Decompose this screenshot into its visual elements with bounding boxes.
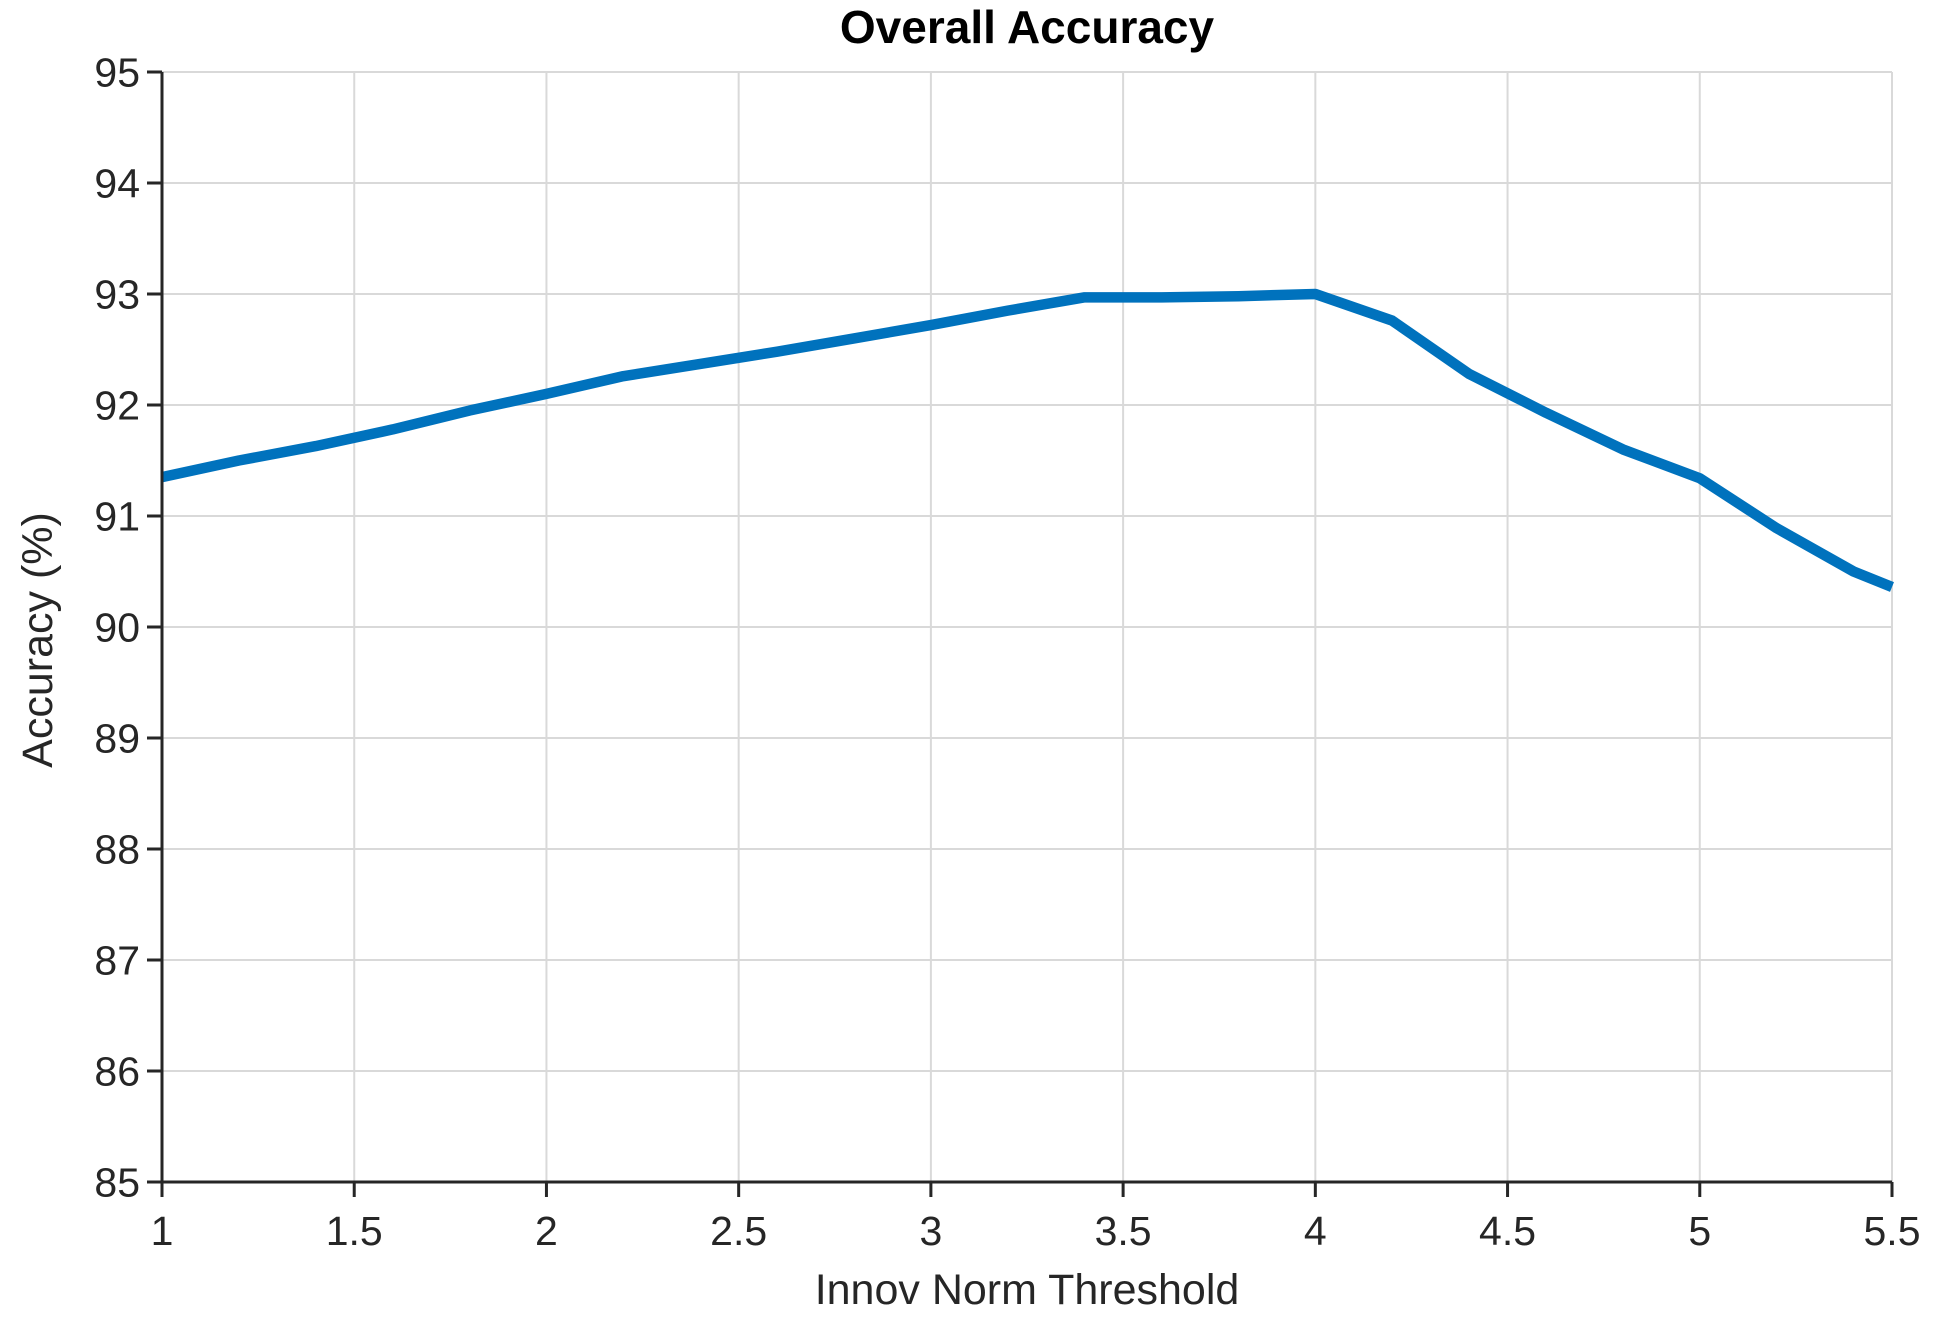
x-tick-label: 4.5 (1479, 1208, 1536, 1254)
x-tick-label: 1 (151, 1208, 174, 1254)
y-tick-label: 89 (94, 715, 140, 761)
y-axis-label: Accuracy (%) (14, 512, 62, 768)
accuracy-line (160, 288, 1894, 592)
y-tick-label: 86 (94, 1048, 140, 1094)
chart-title: Overall Accuracy (839, 1, 1215, 53)
y-tick-label: 88 (94, 826, 140, 872)
y-tick-label: 93 (94, 271, 140, 317)
y-tick-label: 94 (94, 160, 140, 206)
y-tick-label: 95 (94, 49, 140, 95)
x-tick-label: 2.5 (710, 1208, 767, 1254)
x-tick-label: 3.5 (1095, 1208, 1152, 1254)
x-tick-label: 5.5 (1864, 1208, 1921, 1254)
y-tick-label: 91 (94, 493, 140, 539)
x-tick-label: 5 (1688, 1208, 1711, 1254)
y-tick-label: 85 (94, 1159, 140, 1205)
x-tick-label: 2 (535, 1208, 558, 1254)
x-tick-label: 3 (919, 1208, 942, 1254)
x-tick-label: 4 (1304, 1208, 1327, 1254)
x-axis-label: Innov Norm Threshold (814, 1266, 1240, 1314)
x-tick-label: 1.5 (326, 1208, 383, 1254)
y-tick-label: 87 (94, 937, 140, 983)
y-tick-label: 92 (94, 382, 140, 428)
y-tick-label: 90 (94, 604, 140, 650)
